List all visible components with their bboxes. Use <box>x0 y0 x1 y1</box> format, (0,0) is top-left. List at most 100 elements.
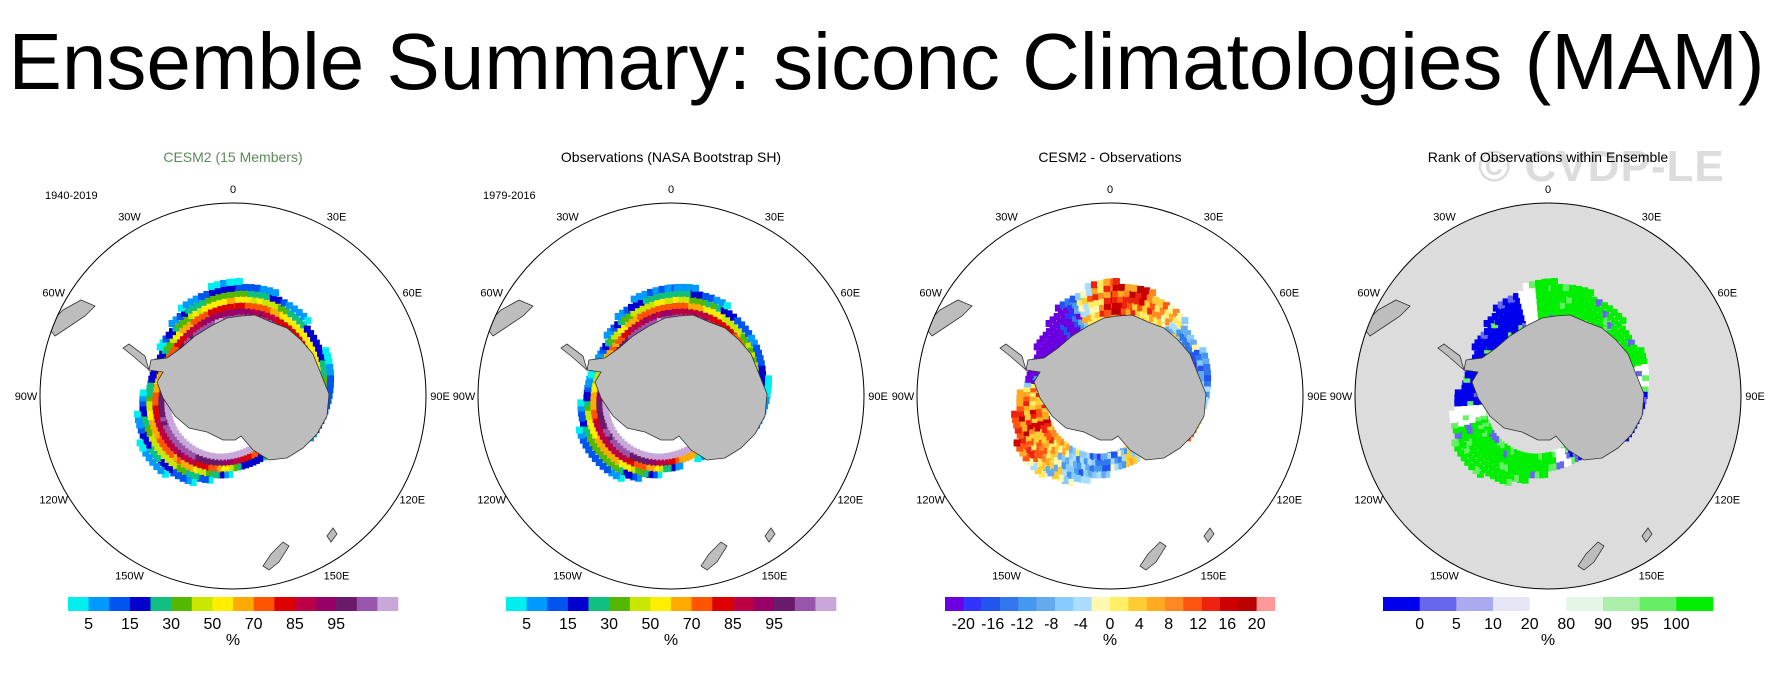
ice-cell <box>1030 463 1038 471</box>
ice-cell <box>1625 334 1633 342</box>
ice-cell <box>589 389 597 397</box>
tasmania-landmass <box>1641 527 1653 543</box>
ice-cell <box>637 312 645 320</box>
tasmania-landmass <box>1203 527 1215 543</box>
tasmania-landmass <box>326 527 338 543</box>
ice-cell <box>594 424 602 432</box>
ice-cell <box>1107 464 1115 472</box>
lon-label: 120E <box>1714 495 1740 507</box>
colorbar-swatch <box>1128 597 1147 611</box>
ice-cell <box>1164 310 1172 318</box>
antarctica-landmass <box>1463 314 1645 461</box>
ice-cell <box>1584 294 1592 302</box>
ice-cell <box>150 450 158 458</box>
ice-cell <box>1186 347 1194 355</box>
ice-cell <box>1074 320 1082 328</box>
lon-label: 30W <box>556 212 579 224</box>
ice-cell <box>656 311 663 318</box>
ice-cell <box>611 464 619 472</box>
ice-cell <box>1573 310 1581 317</box>
ice-cell <box>1555 295 1563 303</box>
ice-cell <box>319 360 327 368</box>
ice-cell <box>582 441 590 449</box>
lon-label: 120E <box>837 495 863 507</box>
ice-cell <box>206 302 214 310</box>
ice-cell <box>1040 405 1048 413</box>
ice-cell <box>1495 318 1502 325</box>
ice-cell <box>160 443 168 451</box>
ice-cell <box>157 354 164 362</box>
ice-cell <box>189 459 196 467</box>
ice-cell <box>226 278 234 286</box>
ice-cell <box>235 290 243 297</box>
ice-cell <box>1111 302 1119 309</box>
ice-cell <box>220 285 228 293</box>
ice-cell <box>1537 465 1545 473</box>
ice-cell <box>280 320 288 328</box>
ice-cell <box>1619 317 1627 325</box>
ice-cell <box>1599 323 1607 331</box>
ice-cell <box>169 461 177 469</box>
ice-cell <box>630 454 638 462</box>
ice-cell <box>1549 308 1557 315</box>
colorbar-swatch <box>150 597 172 611</box>
ice-cell <box>1084 283 1092 290</box>
ice-cell <box>1082 464 1090 472</box>
ice-cell <box>1177 312 1185 320</box>
ice-cell <box>647 453 655 461</box>
ice-cell <box>1522 308 1530 316</box>
ice-cell <box>1156 312 1164 320</box>
colorbar-unit: % <box>226 632 240 649</box>
colorbar-tick-label: 5 <box>1452 616 1461 633</box>
ice-cell <box>145 389 153 397</box>
colorbar-swatch <box>526 597 548 611</box>
ice-cell <box>1549 302 1557 309</box>
ice-cell <box>1062 306 1070 314</box>
ice-cell <box>1585 307 1593 315</box>
ice-cell <box>1045 320 1053 327</box>
ice-cell <box>635 320 643 328</box>
ice-cell <box>595 402 603 410</box>
colorbar-swatch <box>1165 597 1184 611</box>
ice-cell <box>327 375 335 383</box>
ice-cell <box>1471 368 1479 376</box>
colorbar-tick-label: 15 <box>121 616 139 633</box>
ice-cell <box>657 459 665 467</box>
ice-cell <box>603 440 610 448</box>
ice-cell <box>587 438 595 446</box>
ice-cell <box>603 331 611 339</box>
ice-cell <box>208 470 216 478</box>
ice-cell <box>690 290 698 298</box>
ice-cell <box>595 406 603 414</box>
ice-cell <box>650 306 658 314</box>
ice-cell <box>1519 296 1527 304</box>
ice-cell <box>1512 462 1520 470</box>
ice-cell <box>1502 320 1509 328</box>
ice-cell <box>759 376 767 384</box>
ice-cell <box>726 318 734 326</box>
ice-cell <box>630 295 638 303</box>
ice-cell <box>1492 459 1500 467</box>
ice-cell <box>1203 364 1211 371</box>
colorbar-tick-label: 5 <box>84 616 93 633</box>
ice-cell <box>1098 291 1106 299</box>
ice-cell <box>693 303 701 311</box>
lon-label: 150E <box>324 570 350 582</box>
ice-cell <box>160 432 167 440</box>
ice-cell <box>237 456 245 464</box>
ice-cell <box>1176 329 1184 337</box>
ice-cell <box>1112 278 1120 285</box>
ice-cell <box>230 464 238 472</box>
ice-cell <box>155 372 163 380</box>
ice-cell <box>664 284 672 292</box>
ice-cell <box>1504 478 1512 486</box>
ice-cell <box>1560 296 1568 303</box>
ice-cell <box>1198 376 1206 384</box>
ice-cell <box>588 450 596 458</box>
ice-cell <box>580 419 587 427</box>
ice-cell <box>1587 289 1595 297</box>
figure-title: Ensemble Summary: siconc Climatologies (… <box>8 17 1765 106</box>
ice-cell <box>1577 298 1585 306</box>
ice-cell <box>1107 458 1115 466</box>
colorbar-swatch <box>506 597 527 611</box>
